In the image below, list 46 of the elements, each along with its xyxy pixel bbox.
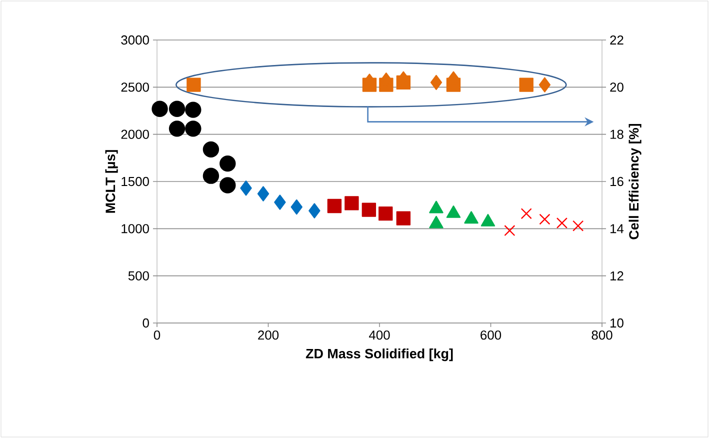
point (168, 100, 186, 117)
x-tick-label: 200 (258, 330, 279, 340)
point (220, 155, 236, 172)
point (504, 225, 516, 236)
point (202, 141, 220, 158)
y-tick-label: 1500 (122, 176, 149, 186)
point (396, 211, 411, 226)
point (185, 120, 202, 137)
point (362, 202, 376, 217)
y2-tick-label: 22 (610, 35, 624, 45)
point (572, 220, 584, 232)
point (257, 186, 270, 202)
point (185, 102, 202, 118)
point (290, 199, 302, 215)
y2-tick-label: 16 (610, 176, 624, 186)
y2-tick-label: 14 (610, 224, 624, 234)
y2-tick-label: 20 (610, 82, 624, 92)
point (308, 203, 320, 218)
point (152, 100, 168, 117)
y-tick-label: 2500 (121, 82, 149, 92)
point (520, 208, 532, 220)
point (274, 194, 286, 210)
point (378, 206, 393, 221)
x-tick-label: 600 (480, 330, 502, 340)
point (539, 214, 550, 225)
x-tick-label: 400 (368, 330, 390, 340)
point (556, 217, 568, 229)
y-tick-label: 500 (128, 271, 149, 280)
y2-tick-label: 12 (610, 271, 624, 280)
y-tick-label: 3000 (121, 35, 149, 45)
y2-tick-label: 10 (610, 318, 624, 328)
y-tick-label: 0 (142, 318, 149, 328)
y-tick-label: 1000 (122, 224, 149, 234)
point (344, 196, 359, 210)
point (240, 180, 252, 196)
x-axis-title: ZD Mass Solidified [kg] (306, 348, 453, 362)
point (220, 177, 236, 194)
point (168, 120, 186, 137)
y2-tick-label: 18 (610, 130, 624, 139)
x-tick-label: 0 (154, 330, 160, 340)
y-axis-title: MCLT [µs] (105, 150, 118, 213)
y2-axis-title: Cell Efficiency [%] (628, 124, 642, 240)
point (327, 198, 342, 214)
y-tick-label: 2000 (121, 130, 149, 139)
x-tick-label: 800 (592, 330, 612, 340)
point (202, 168, 220, 184)
